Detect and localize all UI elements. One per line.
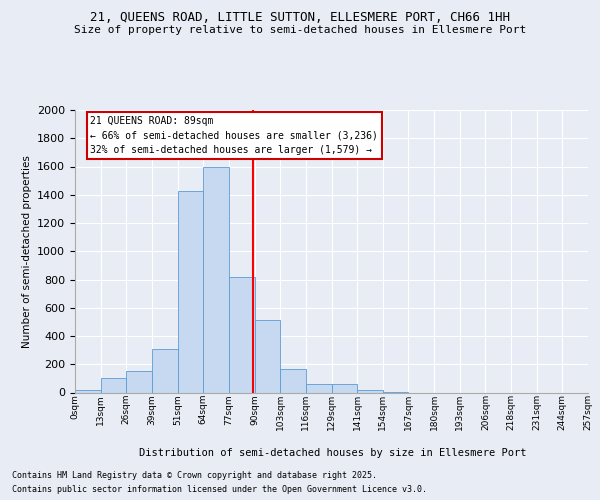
Bar bbox=[127, 370, 152, 392]
Bar bbox=[357, 390, 383, 392]
Bar bbox=[203, 166, 229, 392]
Y-axis label: Number of semi-detached properties: Number of semi-detached properties bbox=[22, 155, 32, 348]
Bar bbox=[75, 390, 101, 392]
Bar bbox=[280, 369, 306, 392]
Text: Distribution of semi-detached houses by size in Ellesmere Port: Distribution of semi-detached houses by … bbox=[139, 448, 527, 458]
Bar bbox=[178, 190, 203, 392]
Text: 21 QUEENS ROAD: 89sqm
← 66% of semi-detached houses are smaller (3,236)
32% of s: 21 QUEENS ROAD: 89sqm ← 66% of semi-deta… bbox=[91, 116, 378, 156]
Bar bbox=[331, 384, 357, 392]
Bar bbox=[101, 378, 127, 392]
Text: Size of property relative to semi-detached houses in Ellesmere Port: Size of property relative to semi-detach… bbox=[74, 25, 526, 35]
Text: Contains public sector information licensed under the Open Government Licence v3: Contains public sector information licen… bbox=[12, 485, 427, 494]
Text: 21, QUEENS ROAD, LITTLE SUTTON, ELLESMERE PORT, CH66 1HH: 21, QUEENS ROAD, LITTLE SUTTON, ELLESMER… bbox=[90, 11, 510, 24]
Bar bbox=[254, 320, 280, 392]
Bar bbox=[229, 276, 254, 392]
Bar bbox=[152, 350, 178, 393]
Bar bbox=[306, 384, 331, 392]
Text: Contains HM Land Registry data © Crown copyright and database right 2025.: Contains HM Land Registry data © Crown c… bbox=[12, 471, 377, 480]
